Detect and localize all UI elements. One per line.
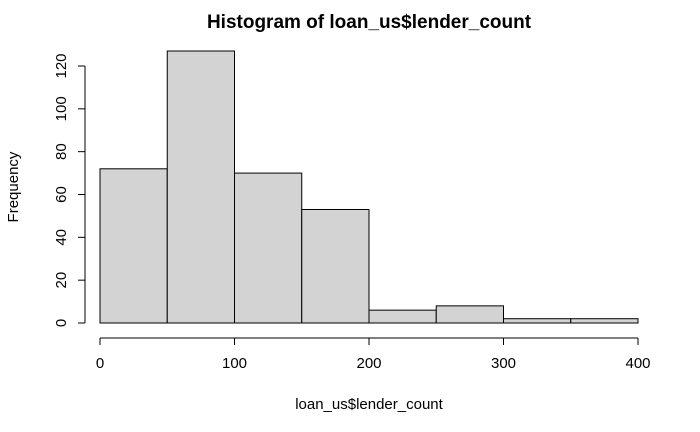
histogram-bar-5: [368, 309, 437, 324]
histogram-bar-4: [301, 208, 370, 324]
y-tick-label-100: 100: [53, 96, 70, 121]
y-tick-label-20: 20: [53, 272, 70, 289]
y-tick-label-40: 40: [53, 229, 70, 246]
histogram-bar-3: [234, 172, 303, 324]
histogram-bar-6: [435, 305, 504, 324]
x-tick-label-200: 200: [356, 355, 381, 372]
chart-title: Histogram of loan_us$lender_count: [207, 12, 532, 33]
y-tick-label-60: 60: [53, 186, 70, 203]
histogram-bar-2: [166, 50, 235, 324]
x-tick-label-0: 0: [96, 355, 104, 372]
y-tick-label-0: 0: [53, 319, 70, 327]
x-axis-ticks: 0 100 200 300 400: [96, 338, 651, 372]
y-axis-label: Frequency: [5, 151, 22, 222]
x-tick-label-300: 300: [491, 355, 516, 372]
bars-group: [99, 50, 639, 324]
x-axis-label: loan_us$lender_count: [295, 396, 443, 413]
y-tick-label-80: 80: [53, 143, 70, 160]
y-tick-label-120: 120: [53, 53, 70, 78]
y-axis-ticks: 0 20 40 60 80 100 120: [53, 53, 85, 327]
histogram-bar-7: [503, 318, 572, 324]
x-tick-label-400: 400: [625, 355, 650, 372]
histogram-bar-1: [99, 168, 168, 324]
histogram-bar-8: [570, 318, 639, 324]
x-tick-label-100: 100: [222, 355, 247, 372]
